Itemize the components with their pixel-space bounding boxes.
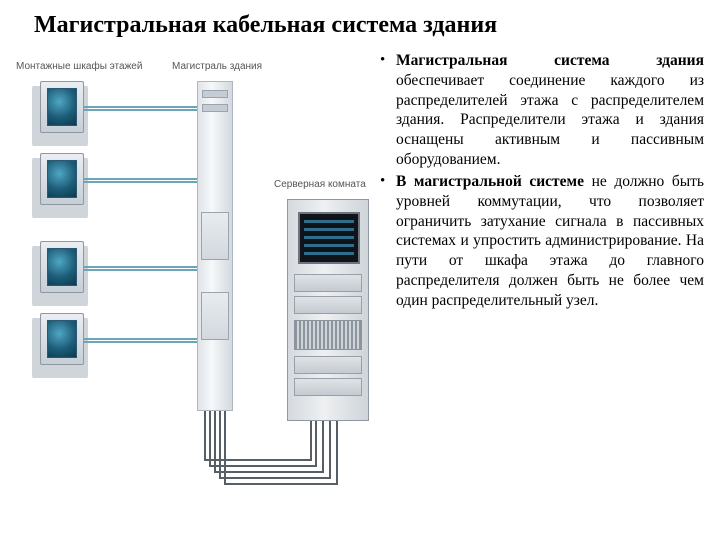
text-column: Магистральная система здания обеспечивае… bbox=[380, 51, 704, 511]
cable-horizontal bbox=[204, 459, 310, 461]
content-row: Монтажные шкафы этажей Магистраль здания… bbox=[0, 47, 720, 511]
bullet-1-rest: обеспечивает соединение каждого из распр… bbox=[396, 72, 704, 168]
cable-horizontal bbox=[219, 477, 329, 479]
page-title: Магистральная кабельная система здания bbox=[0, 0, 720, 47]
cable-horizontal bbox=[84, 341, 197, 343]
cable-vertical bbox=[329, 421, 331, 479]
cable-horizontal bbox=[84, 106, 197, 108]
cable-vertical bbox=[310, 421, 312, 461]
label-server-room: Серверная комната bbox=[274, 179, 366, 190]
building-trunk bbox=[197, 81, 233, 411]
cable-vertical bbox=[214, 411, 216, 473]
cable-vertical bbox=[204, 411, 206, 461]
cable-vertical bbox=[315, 421, 317, 467]
server-rack bbox=[287, 199, 369, 421]
cable-vertical bbox=[224, 411, 226, 485]
bullet-2-rest: не должно быть уровней коммутации, что п… bbox=[396, 173, 704, 309]
floor-cabinet bbox=[40, 241, 84, 293]
cable-horizontal bbox=[84, 109, 197, 111]
floor-cabinet bbox=[40, 81, 84, 133]
bullet-1-bold: Магистральная система здания bbox=[396, 52, 704, 69]
label-trunk: Магистраль здания bbox=[172, 61, 262, 72]
cable-vertical bbox=[219, 411, 221, 479]
cable-horizontal bbox=[84, 178, 197, 180]
cable-horizontal bbox=[214, 471, 322, 473]
bullet-2-bold: В магистральной системе bbox=[396, 173, 584, 190]
cable-horizontal bbox=[84, 181, 197, 183]
bullet-2: В магистральной системе не должно быть у… bbox=[380, 172, 704, 311]
cable-horizontal bbox=[84, 269, 197, 271]
diagram-area: Монтажные шкафы этажей Магистраль здания… bbox=[12, 51, 380, 511]
floor-cabinet bbox=[40, 153, 84, 205]
cable-horizontal bbox=[84, 266, 197, 268]
cable-vertical bbox=[336, 421, 338, 485]
cable-vertical bbox=[322, 421, 324, 473]
floor-cabinet bbox=[40, 313, 84, 365]
cable-horizontal bbox=[224, 483, 336, 485]
label-floor-cabinets: Монтажные шкафы этажей bbox=[16, 61, 142, 72]
cable-horizontal bbox=[209, 465, 315, 467]
cable-horizontal bbox=[84, 338, 197, 340]
bullet-1: Магистральная система здания обеспечивае… bbox=[380, 51, 704, 170]
